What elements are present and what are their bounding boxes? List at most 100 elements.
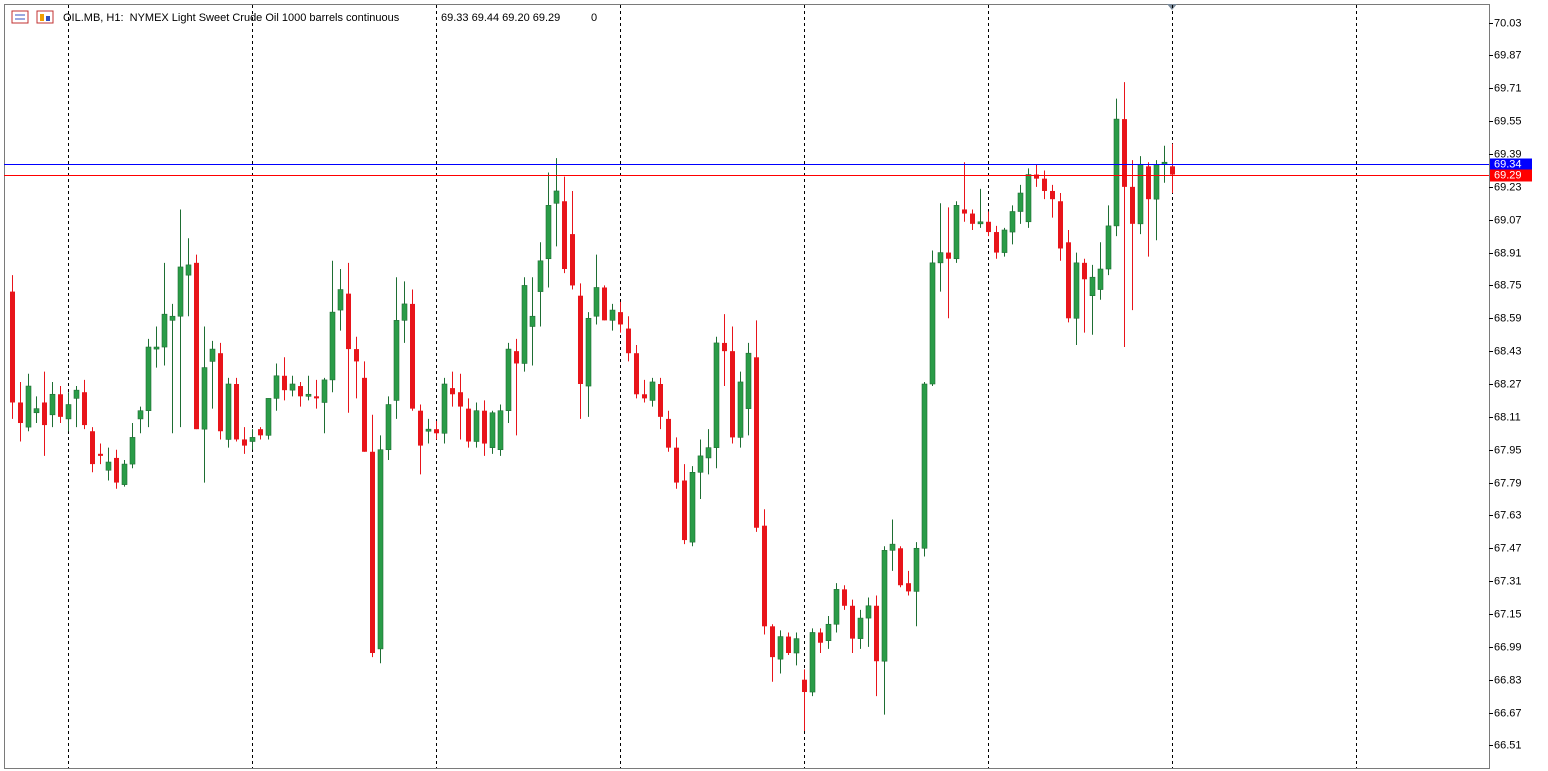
candle-body xyxy=(537,260,544,292)
candle-body xyxy=(1025,174,1032,223)
candle-body xyxy=(1058,201,1063,249)
candle-body xyxy=(786,636,791,654)
candle-body xyxy=(1161,161,1168,165)
candle-body xyxy=(49,393,56,416)
header-icons xyxy=(11,10,54,24)
candle-body xyxy=(346,293,351,350)
candle-body xyxy=(994,232,999,253)
candle-body xyxy=(370,451,375,654)
candle-body xyxy=(401,303,408,321)
candle-body xyxy=(1097,268,1104,290)
candle-body xyxy=(114,457,119,483)
candle-body xyxy=(977,221,984,225)
y-tick-label: 69.71 xyxy=(1494,82,1522,94)
y-tick-label: 67.79 xyxy=(1494,477,1522,489)
candle-body xyxy=(697,455,704,473)
y-tick-label: 69.23 xyxy=(1494,181,1522,193)
candle-body xyxy=(466,408,471,442)
candle-body xyxy=(713,342,720,448)
candle-body xyxy=(609,309,616,321)
candle-body xyxy=(1113,118,1120,227)
candle-body xyxy=(634,353,639,395)
candle-body xyxy=(809,632,816,693)
candle-body xyxy=(377,449,384,650)
candle-body xyxy=(201,367,208,430)
y-tick-label: 69.07 xyxy=(1494,214,1522,226)
candle-body xyxy=(42,402,47,426)
candle-body xyxy=(194,262,199,430)
candle-body xyxy=(265,398,272,436)
candle-body xyxy=(986,221,991,233)
candle-body xyxy=(562,201,567,270)
candle-body xyxy=(953,205,960,260)
candle-body xyxy=(385,404,392,451)
candle-body xyxy=(58,394,63,417)
candle-body xyxy=(802,679,807,693)
candle-body xyxy=(818,632,823,643)
candle-body xyxy=(514,351,519,364)
candle-body xyxy=(234,384,239,440)
candle-body xyxy=(1001,229,1008,253)
candle-body xyxy=(1130,186,1135,224)
candle-body xyxy=(410,303,415,409)
candle-body xyxy=(754,357,759,528)
candle-body xyxy=(642,394,647,399)
y-tick-label: 69.39 xyxy=(1494,148,1522,160)
candle-body xyxy=(618,312,623,325)
candle-body xyxy=(553,190,560,204)
candle-body xyxy=(1017,192,1024,212)
candle-body xyxy=(842,589,847,606)
candle-body xyxy=(161,313,168,348)
candle-body xyxy=(745,352,752,409)
y-tick-label: 68.59 xyxy=(1494,312,1522,324)
candle-body xyxy=(898,548,903,586)
candle-body xyxy=(258,429,263,436)
icon xyxy=(36,10,54,24)
candle-body xyxy=(298,386,303,397)
candle-body xyxy=(1050,190,1055,200)
candle-body xyxy=(145,346,152,411)
y-tick-label: 68.11 xyxy=(1494,411,1521,423)
candle-body xyxy=(82,392,87,426)
candle-body xyxy=(1105,225,1112,270)
candle-body xyxy=(570,234,575,286)
candle-body xyxy=(489,412,496,448)
candle-body xyxy=(418,410,423,446)
y-tick-label: 66.51 xyxy=(1494,739,1522,751)
y-tick-label: 67.15 xyxy=(1494,608,1522,620)
candle-body xyxy=(289,383,296,391)
candle-body xyxy=(1066,242,1071,319)
ask-line-label: 69.34 xyxy=(1494,158,1522,170)
candle-body xyxy=(1073,262,1080,319)
y-tick-label: 66.99 xyxy=(1494,641,1522,653)
candle-body xyxy=(962,209,967,214)
icon xyxy=(40,14,44,21)
candle-body xyxy=(225,383,232,440)
candle-body xyxy=(545,205,552,260)
candle-body xyxy=(889,543,896,551)
candle-body xyxy=(337,289,344,311)
candle-body xyxy=(1034,174,1039,179)
candle-body xyxy=(25,385,32,428)
candle-body xyxy=(929,262,936,385)
y-tick-label: 68.27 xyxy=(1494,378,1522,390)
candle-body xyxy=(329,311,336,381)
candle-body xyxy=(354,349,359,362)
candle-body xyxy=(921,383,928,549)
candle-body xyxy=(593,287,600,317)
candle-body xyxy=(1042,178,1047,191)
candle-body xyxy=(242,439,247,446)
candle-body xyxy=(33,408,40,414)
candle-body xyxy=(602,287,607,321)
candle-body xyxy=(906,583,911,592)
y-tick-label: 67.47 xyxy=(1494,542,1522,554)
candle-body xyxy=(865,605,872,619)
candle-body xyxy=(497,410,504,451)
header-volume: 0 xyxy=(591,12,597,24)
candle-body xyxy=(282,375,287,391)
candle-body xyxy=(137,410,144,420)
candle-body xyxy=(857,617,864,639)
y-tick-label: 69.87 xyxy=(1494,49,1522,61)
y-tick-label: 66.67 xyxy=(1494,707,1522,719)
candle-body xyxy=(314,396,319,399)
